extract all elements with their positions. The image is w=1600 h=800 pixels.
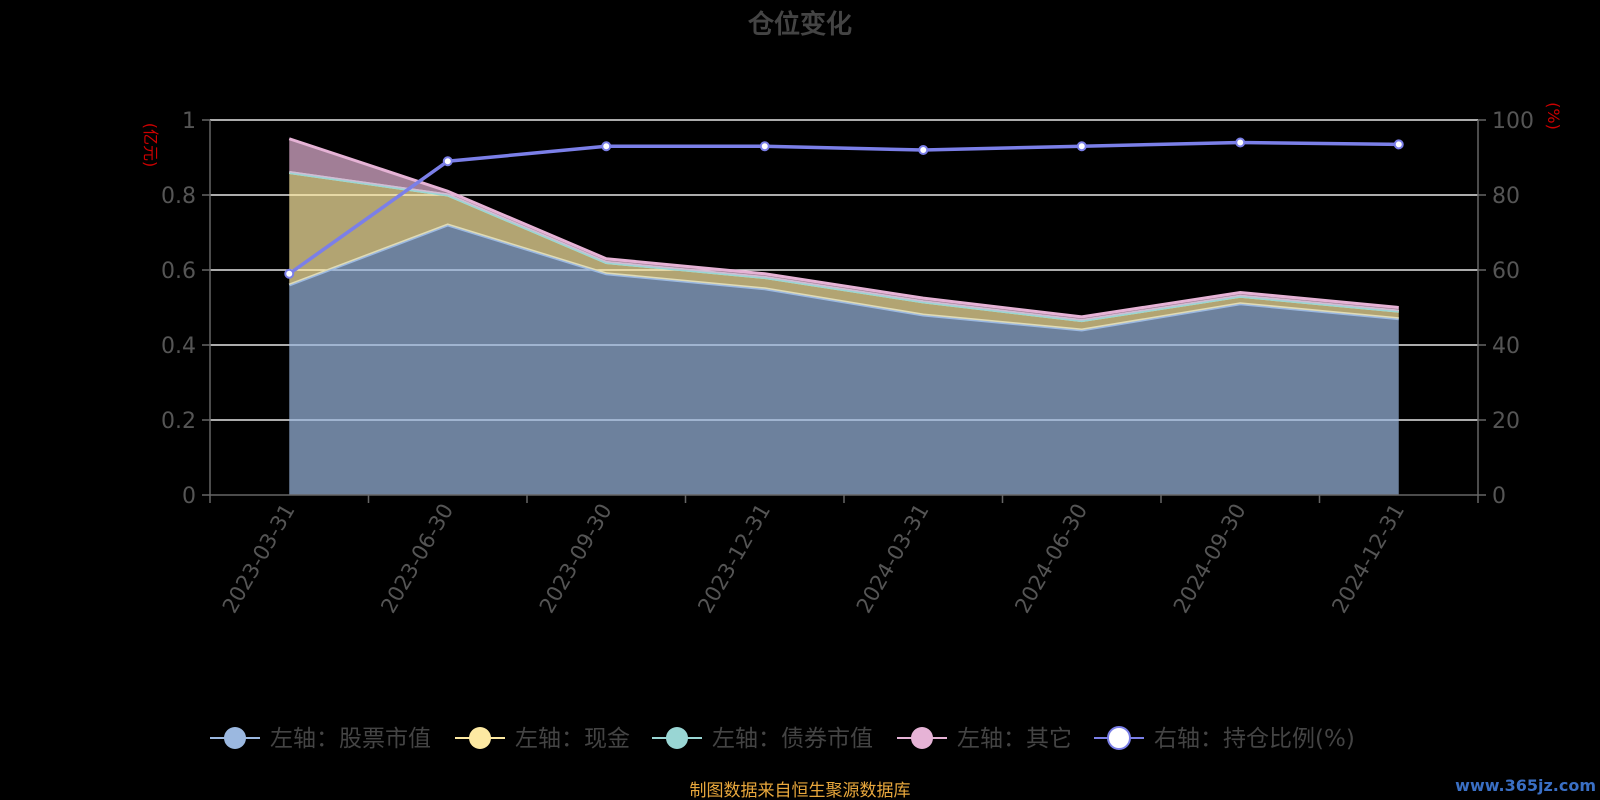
- x-tick-label: 2024-12-31: [1327, 500, 1409, 618]
- y-tick-label-left: 0.2: [161, 409, 196, 434]
- y-tick-label-left: 0: [182, 484, 196, 509]
- y-tick-label-right: 80: [1492, 184, 1520, 209]
- y-tick-label-left: 0.6: [161, 259, 196, 284]
- legend-label: 左轴：其它: [957, 726, 1072, 752]
- legend-marker: [1107, 726, 1131, 750]
- legend: 左轴：股票市值 左轴：现金 左轴：债券市值 左轴：其它 右轴：持仓比例(%): [210, 726, 1355, 752]
- ratio-point: [601, 141, 612, 152]
- legend-label: 左轴：债券市值: [712, 726, 873, 752]
- x-tick-label: 2024-06-30: [1010, 500, 1092, 618]
- ratio-point: [918, 145, 929, 155]
- ratio-point: [1076, 141, 1087, 152]
- ratio-line: [288, 140, 1399, 276]
- areas: [288, 137, 1399, 495]
- legend-label: 左轴：现金: [515, 726, 630, 752]
- watermark: www.365jz.com: [1455, 776, 1596, 795]
- left-axis-label: (亿元): [141, 123, 160, 168]
- x-tick-label: 2024-09-30: [1169, 500, 1251, 618]
- ratio-point: [1235, 137, 1246, 148]
- area-0: [289, 225, 1399, 495]
- legend-marker: [911, 727, 933, 749]
- legend-marker: [224, 727, 246, 749]
- ratio-point: [1393, 139, 1404, 150]
- ratio-point: [284, 268, 295, 279]
- legend-marker: [469, 727, 491, 749]
- y-tick-label-left: 0.4: [161, 334, 196, 359]
- ratio-point: [442, 156, 453, 167]
- ratio-line-group: [284, 137, 1404, 279]
- x-tick-label: 2023-06-30: [376, 500, 458, 618]
- area-line-3: [288, 137, 1399, 319]
- x-tick-label: 2023-12-31: [693, 500, 775, 618]
- y-tick-label-right: 100: [1492, 109, 1534, 134]
- y-tick-label-right: 60: [1492, 259, 1520, 284]
- x-tick-label: 2023-09-30: [535, 500, 617, 618]
- chart-title: 仓位变化: [747, 9, 852, 40]
- y-tick-label-right: 20: [1492, 409, 1520, 434]
- x-tick-label: 2023-03-31: [218, 500, 300, 618]
- right-axis-label: (%): [1544, 102, 1563, 130]
- y-tick-label-left: 1: [182, 109, 196, 134]
- area-1: [289, 172, 1399, 330]
- x-tick-label: 2024-03-31: [852, 500, 934, 618]
- legend-marker: [666, 727, 688, 749]
- y-tick-label-right: 0: [1492, 484, 1506, 509]
- ratio-point: [759, 141, 770, 152]
- y-tick-label-right: 40: [1492, 334, 1520, 359]
- legend-label: 右轴：持仓比例(%): [1154, 726, 1355, 752]
- legend-label: 左轴：股票市值: [270, 726, 431, 752]
- source-note: 制图数据来自恒生聚源数据库: [690, 781, 911, 800]
- y-tick-label-left: 0.8: [161, 184, 196, 209]
